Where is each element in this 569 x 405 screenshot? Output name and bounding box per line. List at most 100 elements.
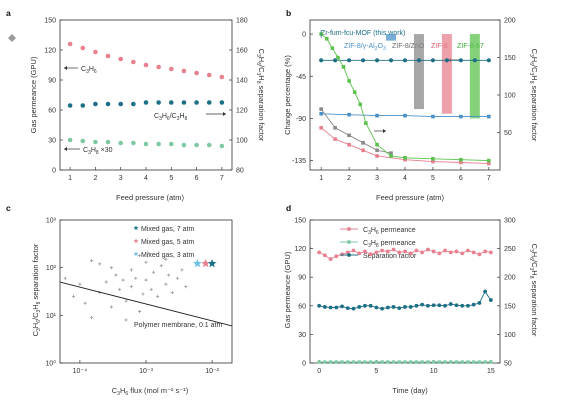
d-point-s1-18 xyxy=(420,360,424,364)
d-point-s1-7 xyxy=(357,360,361,364)
b-line-s2 xyxy=(320,108,392,154)
c-literature-point-32 xyxy=(137,253,142,258)
d-ytick-label-1: 30 xyxy=(298,332,306,339)
b-point-s0-10 xyxy=(458,58,463,63)
a-point-s1-4 xyxy=(118,101,124,107)
a-point-s1-10 xyxy=(194,100,199,105)
c-xtick-label-0: 10⁻⁴ xyxy=(73,368,88,375)
c-literature-point-31 xyxy=(89,259,94,263)
d-legend-0: C3H6 permeance xyxy=(363,227,416,236)
c-literature-point-13 xyxy=(134,276,138,280)
d-point-s2-7 xyxy=(357,305,362,309)
a-point-s2-9 xyxy=(181,142,187,148)
b-xtick-label-0: 1 xyxy=(319,175,323,182)
c-xlabel: C3H6 flux (mol m⁻² s⁻¹) xyxy=(112,386,189,397)
b-point-s0-12 xyxy=(486,58,491,63)
b-point-s3-3 xyxy=(361,148,365,153)
d-point-s1-9 xyxy=(368,360,373,364)
b-point-s4-2 xyxy=(330,46,335,50)
a-point-s2-12 xyxy=(219,143,225,149)
d-xtick-label-0: 0 xyxy=(317,368,321,375)
a-point-s1-12 xyxy=(219,100,225,105)
d-ylabel: Gas permeance (GPU) xyxy=(283,251,292,328)
d-point-s1-20 xyxy=(431,360,436,364)
b-point-s3-0 xyxy=(319,126,323,130)
d-point-s2-3 xyxy=(334,305,339,310)
d-point-s1-16 xyxy=(409,360,413,364)
a-point-s1-9 xyxy=(181,100,187,105)
b-point-s1-6 xyxy=(487,114,491,119)
d-point-s2-21 xyxy=(437,303,442,308)
c-literature-point-21 xyxy=(159,264,163,268)
d-point-s2-8 xyxy=(363,303,367,308)
d-point-s1-5 xyxy=(346,360,350,364)
c-trendline xyxy=(59,281,233,327)
a-point-s1-1 xyxy=(80,103,86,108)
a-point-s0-1 xyxy=(80,45,86,51)
d-y2tick-label-3: 200 xyxy=(504,275,516,282)
c-literature-point-30 xyxy=(124,318,128,322)
d-point-s1-10 xyxy=(374,360,379,364)
c-ytick-label-0: 10⁰ xyxy=(45,360,56,368)
c-legend-star-2 xyxy=(132,250,140,257)
d-point-s1-1 xyxy=(323,360,327,364)
d-point-s2-11 xyxy=(380,306,385,311)
d-point-s0-24 xyxy=(454,249,459,254)
b-point-s4-14 xyxy=(487,158,491,163)
a-ann-c3h6: C3H6 xyxy=(64,66,97,75)
c-literature-point-6 xyxy=(104,280,108,284)
d-point-s0-25 xyxy=(460,251,465,256)
d-point-s0-22 xyxy=(443,248,447,253)
b-point-s4-7 xyxy=(358,102,363,107)
c-legend-0: Mixed gas, 7 atm xyxy=(141,226,194,233)
b-xtick-label-2: 3 xyxy=(375,175,379,182)
b-point-s4-1 xyxy=(324,36,329,41)
d-point-s0-14 xyxy=(397,250,402,255)
d-point-s0-17 xyxy=(414,248,419,253)
d-point-s1-11 xyxy=(380,360,384,364)
b-xlabel: Feed pressure (atm) xyxy=(376,193,444,202)
d-point-s1-26 xyxy=(466,360,470,364)
b-point-s2-1 xyxy=(333,126,337,130)
a-ytick-label-4: 120 xyxy=(44,48,56,55)
d-point-s0-28 xyxy=(477,252,482,257)
b-point-s1-4 xyxy=(431,114,435,119)
legend-marker-diamond xyxy=(8,34,16,42)
d-point-s2-5 xyxy=(345,306,350,310)
d-legend-1: C3H8 permeance xyxy=(363,240,416,249)
d-xtick-label-2: 10 xyxy=(430,368,438,375)
d-point-s1-6 xyxy=(351,360,356,364)
d-point-s1-0 xyxy=(317,360,321,364)
d-point-s2-22 xyxy=(443,303,447,308)
a-point-s2-8 xyxy=(168,141,174,147)
a-point-s1-11 xyxy=(206,100,212,105)
b-point-s0-5 xyxy=(388,58,394,63)
d-point-s2-18 xyxy=(420,302,425,307)
d-point-s0-1 xyxy=(322,253,327,258)
a-point-s0-0 xyxy=(67,41,73,47)
d-point-s1-29 xyxy=(483,360,487,364)
a-point-s1-2 xyxy=(93,101,98,107)
c-literature-point-3 xyxy=(83,301,87,305)
b-point-s0-7 xyxy=(416,58,422,63)
b-y2tick-label-3: 200 xyxy=(504,18,516,25)
d-legend-marker-1 xyxy=(347,240,351,244)
d-point-s0-18 xyxy=(420,250,425,255)
c-ytick-label-3: 10³ xyxy=(46,218,57,225)
d-point-s1-4 xyxy=(340,360,344,364)
a-point-s2-6 xyxy=(143,141,149,147)
b-ytick-label-1: -45 xyxy=(296,74,306,81)
a-xtick-label-6: 7 xyxy=(220,175,224,182)
d-point-s0-30 xyxy=(488,250,493,255)
d-point-s0-6 xyxy=(351,248,356,253)
c-literature-point-12 xyxy=(129,285,133,289)
c-literature-point-27 xyxy=(184,285,188,289)
b-point-s4-6 xyxy=(352,90,357,94)
d-point-s0-0 xyxy=(317,250,322,255)
c-literature-point-20 xyxy=(156,294,160,298)
d-point-s1-17 xyxy=(414,360,419,364)
b-point-s2-3 xyxy=(361,141,365,145)
c-ytick-label-1: 10¹ xyxy=(46,313,57,320)
d-legend: C3H6 permeance C3H8 permeance Separation… xyxy=(363,227,417,260)
b-point-s2-5 xyxy=(389,151,393,155)
